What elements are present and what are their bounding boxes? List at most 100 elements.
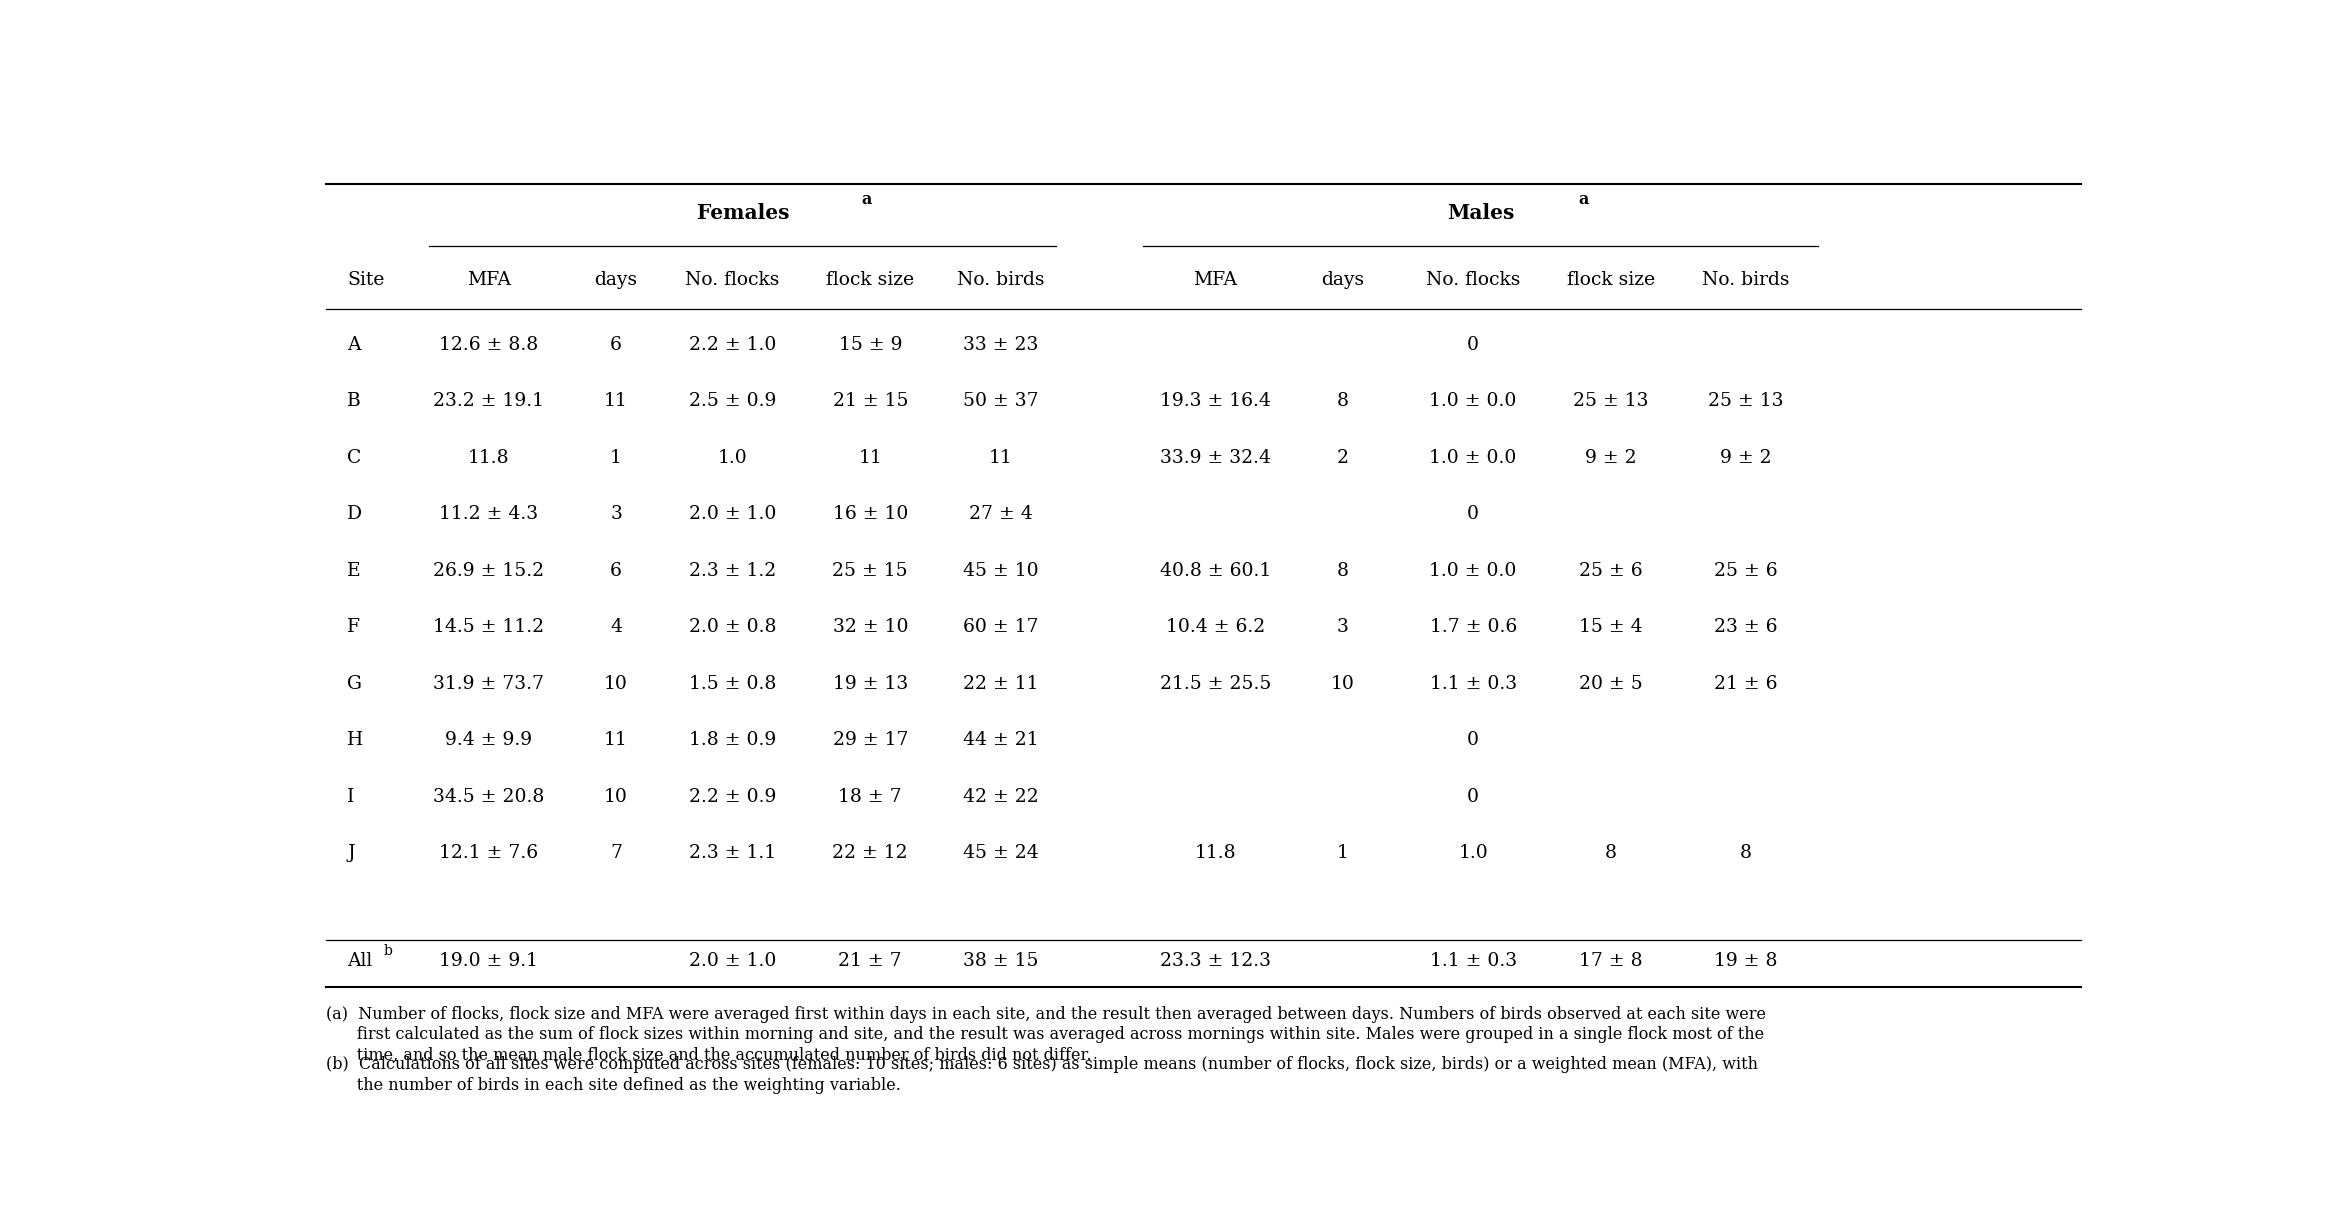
Text: 25 ± 6: 25 ± 6 [1713,561,1778,580]
Text: 10: 10 [604,675,628,692]
Text: 9.4 ± 9.9: 9.4 ± 9.9 [445,731,532,748]
Text: 19 ± 13: 19 ± 13 [832,675,909,692]
Text: No. flocks: No. flocks [1427,272,1521,290]
Text: 15 ± 9: 15 ± 9 [839,335,902,353]
Text: 11: 11 [604,393,628,410]
Text: first calculated as the sum of flock sizes within morning and site, and the resu: first calculated as the sum of flock siz… [326,1026,1764,1043]
Text: 2.0 ± 1.0: 2.0 ± 1.0 [689,505,776,523]
Text: 1: 1 [1336,844,1347,862]
Text: time, and so the mean male flock size and the accumulated number of birds did no: time, and so the mean male flock size an… [326,1047,1092,1064]
Text: 10: 10 [1331,675,1354,692]
Text: 45 ± 24: 45 ± 24 [963,844,1038,862]
Text: (b)  Calculations of all sites were computed across sites (females: 10 sites; ma: (b) Calculations of all sites were compu… [326,1057,1757,1074]
Text: flock size: flock size [827,272,914,290]
Text: B: B [347,393,361,410]
Text: 11: 11 [858,449,883,466]
Text: 0: 0 [1467,788,1478,806]
Text: 34.5 ± 20.8: 34.5 ± 20.8 [433,788,544,806]
Text: 11.2 ± 4.3: 11.2 ± 4.3 [440,505,539,523]
Text: 29 ± 17: 29 ± 17 [832,731,909,748]
Text: 20 ± 5: 20 ± 5 [1579,675,1642,692]
Text: 19.0 ± 9.1: 19.0 ± 9.1 [440,953,539,970]
Text: 21 ± 7: 21 ± 7 [839,953,902,970]
Text: 21.5 ± 25.5: 21.5 ± 25.5 [1160,675,1270,692]
Text: J: J [347,844,356,862]
Text: 11.8: 11.8 [1195,844,1237,862]
Text: Site: Site [347,272,384,290]
Text: 25 ± 6: 25 ± 6 [1579,561,1642,580]
Text: 33 ± 23: 33 ± 23 [963,335,1038,353]
Text: 1: 1 [609,449,621,466]
Text: 2.0 ± 0.8: 2.0 ± 0.8 [689,618,776,636]
Text: MFA: MFA [466,272,511,290]
Text: b: b [384,944,394,958]
Text: 2: 2 [1336,449,1350,466]
Text: 2.3 ± 1.1: 2.3 ± 1.1 [689,844,776,862]
Text: 2.5 ± 0.9: 2.5 ± 0.9 [689,393,776,410]
Text: 40.8 ± 60.1: 40.8 ± 60.1 [1160,561,1270,580]
Text: 21 ± 6: 21 ± 6 [1713,675,1778,692]
Text: 7: 7 [609,844,623,862]
Text: days: days [1321,272,1364,290]
Text: 21 ± 15: 21 ± 15 [832,393,909,410]
Text: 1.5 ± 0.8: 1.5 ± 0.8 [689,675,776,692]
Text: 1.0 ± 0.0: 1.0 ± 0.0 [1429,561,1516,580]
Text: flock size: flock size [1567,272,1654,290]
Text: No. birds: No. birds [1701,272,1790,290]
Text: 25 ± 13: 25 ± 13 [1574,393,1649,410]
Text: C: C [347,449,361,466]
Text: 8: 8 [1336,393,1350,410]
Text: D: D [347,505,363,523]
Text: 25 ± 15: 25 ± 15 [832,561,909,580]
Text: 16 ± 10: 16 ± 10 [832,505,909,523]
Text: 45 ± 10: 45 ± 10 [963,561,1038,580]
Text: 1.0: 1.0 [1457,844,1488,862]
Text: 6: 6 [609,561,621,580]
Text: 1.8 ± 0.9: 1.8 ± 0.9 [689,731,776,748]
Text: MFA: MFA [1193,272,1237,290]
Text: 60 ± 17: 60 ± 17 [963,618,1038,636]
Text: G: G [347,675,363,692]
Text: 27 ± 4: 27 ± 4 [970,505,1033,523]
Text: 31.9 ± 73.7: 31.9 ± 73.7 [433,675,544,692]
Text: 2.0 ± 1.0: 2.0 ± 1.0 [689,953,776,970]
Text: H: H [347,731,363,748]
Text: 44 ± 21: 44 ± 21 [963,731,1038,748]
Text: 3: 3 [609,505,621,523]
Text: 1.7 ± 0.6: 1.7 ± 0.6 [1429,618,1516,636]
Text: E: E [347,561,361,580]
Text: 50 ± 37: 50 ± 37 [963,393,1038,410]
Text: 23.2 ± 19.1: 23.2 ± 19.1 [433,393,544,410]
Text: 9 ± 2: 9 ± 2 [1720,449,1771,466]
Text: 1.1 ± 0.3: 1.1 ± 0.3 [1429,675,1516,692]
Text: a: a [862,191,872,208]
Text: 32 ± 10: 32 ± 10 [832,618,909,636]
Text: 25 ± 13: 25 ± 13 [1708,393,1783,410]
Text: 18 ± 7: 18 ± 7 [839,788,902,806]
Text: 6: 6 [609,335,621,353]
Text: A: A [347,335,361,353]
Text: All: All [347,953,373,970]
Text: 1.0: 1.0 [717,449,747,466]
Text: 2.2 ± 0.9: 2.2 ± 0.9 [689,788,776,806]
Text: 23.3 ± 12.3: 23.3 ± 12.3 [1160,953,1270,970]
Text: 12.1 ± 7.6: 12.1 ± 7.6 [440,844,539,862]
Text: 42 ± 22: 42 ± 22 [963,788,1038,806]
Text: 1.0 ± 0.0: 1.0 ± 0.0 [1429,449,1516,466]
Text: 3: 3 [1336,618,1347,636]
Text: the number of birds in each site defined as the weighting variable.: the number of birds in each site defined… [326,1077,900,1095]
Text: 0: 0 [1467,731,1478,748]
Text: 8: 8 [1739,844,1753,862]
Text: Females: Females [696,203,790,223]
Text: 10.4 ± 6.2: 10.4 ± 6.2 [1167,618,1265,636]
Text: 33.9 ± 32.4: 33.9 ± 32.4 [1160,449,1270,466]
Text: 11: 11 [604,731,628,748]
Text: F: F [347,618,361,636]
Text: No. birds: No. birds [958,272,1045,290]
Text: 9 ± 2: 9 ± 2 [1586,449,1638,466]
Text: 2.3 ± 1.2: 2.3 ± 1.2 [689,561,776,580]
Text: 4: 4 [609,618,623,636]
Text: 2.2 ± 1.0: 2.2 ± 1.0 [689,335,776,353]
Text: I: I [347,788,354,806]
Text: 1.1 ± 0.3: 1.1 ± 0.3 [1429,953,1516,970]
